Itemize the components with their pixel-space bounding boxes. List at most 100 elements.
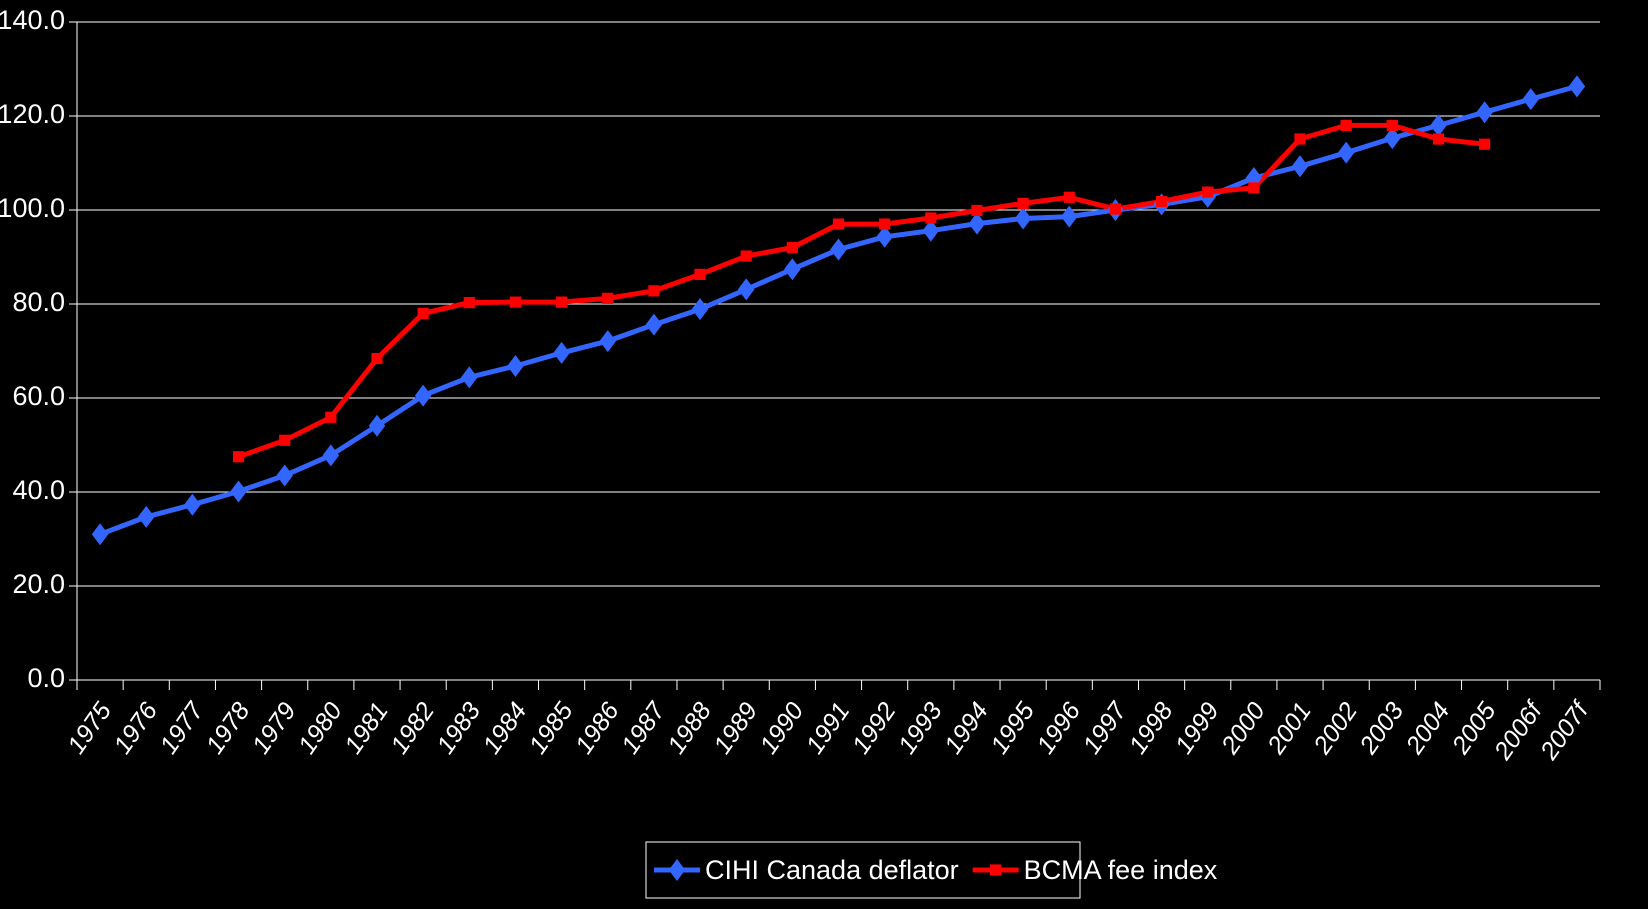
data-point-diamond [184,493,201,516]
x-tick-label: 1980 [293,697,348,759]
x-tick-label: 1990 [754,697,809,759]
data-point-diamond [645,313,663,336]
data-point-square [648,285,660,297]
x-tick-label: 1997 [1077,696,1132,759]
data-point-square [1109,203,1122,215]
data-point-diamond [876,225,893,248]
series-line-1 [236,122,1488,460]
data-point-square [1340,119,1352,131]
data-point-square [232,451,245,463]
legend-label: CIHI Canada deflator [705,855,959,885]
y-tick-label: 80.0 [12,287,65,317]
series-line-0 [97,83,1580,537]
x-tick-label: 2006f [1488,695,1549,766]
data-point-diamond [322,444,340,467]
data-point-square [1432,133,1445,145]
data-point-diamond [1430,114,1447,137]
x-tick-label: 1984 [478,697,533,759]
data-point-square [1294,133,1306,145]
series-markers [91,75,1586,546]
data-point-square [971,204,983,217]
x-tick-label: 1978 [201,697,256,759]
data-point-square [417,307,429,319]
y-tick-label: 140.0 [0,5,65,35]
data-point-square [1202,186,1214,198]
data-point-diamond [1061,205,1078,228]
x-tick-label: 2004 [1400,697,1455,759]
x-tick-label: 1993 [893,697,948,759]
data-point-diamond [1476,101,1493,124]
y-tick-label: 40.0 [12,475,65,505]
data-point-diamond [1384,127,1401,150]
x-tick-label: 1987 [616,696,671,759]
grid-lines [77,21,1600,587]
x-tick-label: 1977 [154,696,209,759]
data-point-diamond [461,366,478,389]
data-point-square [1386,119,1398,131]
data-point-square [879,218,891,230]
axes: 0.020.040.060.080.0100.0120.0140.0197519… [0,5,1601,766]
series-lines [97,83,1580,537]
data-point-diamond [230,480,247,503]
data-point-square [740,250,752,262]
data-point-square [1479,138,1491,150]
data-point-diamond [691,298,709,321]
x-tick-label: 1995 [985,697,1040,759]
x-tick-label: 1994 [939,697,994,759]
data-point-diamond [922,219,940,242]
x-tick-label: 1975 [62,697,117,759]
data-point-square [832,218,845,230]
x-tick-label: 1979 [247,697,302,759]
x-tick-label: 1989 [708,697,763,759]
data-point-diamond [599,330,616,353]
data-point-square [555,296,568,308]
y-tick-label: 60.0 [12,381,65,411]
y-tick-label: 100.0 [0,193,65,223]
y-tick-label: 20.0 [12,569,65,599]
x-tick-label: 2001 [1262,697,1317,759]
data-point-square [371,352,383,365]
x-tick-label: 1999 [1170,697,1225,759]
data-point-square [1248,182,1260,194]
x-tick-label: 1983 [431,697,486,759]
data-point-diamond [507,355,524,378]
data-point-diamond [276,464,293,487]
x-tick-label: 1981 [339,697,394,759]
data-point-square [694,268,706,280]
data-point-diamond [668,859,686,881]
legend: CIHI Canada deflator BCMA fee index [645,841,1218,899]
x-tick-label: 1986 [570,697,625,759]
data-point-square [786,242,798,254]
data-point-square [325,411,337,423]
data-point-square [1063,191,1075,203]
x-tick-label: 1976 [108,697,163,759]
legend-label: BCMA fee index [1024,855,1218,885]
x-tick-label: 2002 [1308,697,1363,760]
x-tick-label: 1982 [385,697,440,759]
data-point-diamond [368,414,386,437]
x-tick-label: 1991 [801,697,856,759]
data-point-diamond [737,278,755,301]
data-point-diamond [1568,75,1586,98]
data-point-diamond [91,523,109,546]
data-point-square [1155,195,1168,208]
data-point-diamond [1337,141,1355,164]
y-tick-label: 120.0 [0,99,65,129]
data-point-diamond [968,212,986,235]
x-tick-label: 2007f [1534,695,1595,766]
data-point-diamond [830,238,847,261]
data-point-square [279,434,291,446]
x-tick-label: 2003 [1354,697,1409,760]
data-point-diamond [1522,88,1540,111]
x-tick-label: 1996 [1031,697,1086,759]
x-tick-label: 1988 [662,697,717,759]
x-tick-label: 1992 [847,697,902,759]
y-tick-label: 0.0 [27,663,65,693]
data-point-square [1017,197,1029,210]
data-point-square [602,292,614,304]
data-point-diamond [137,505,155,528]
data-point-square [463,296,475,309]
data-point-diamond [414,384,432,407]
